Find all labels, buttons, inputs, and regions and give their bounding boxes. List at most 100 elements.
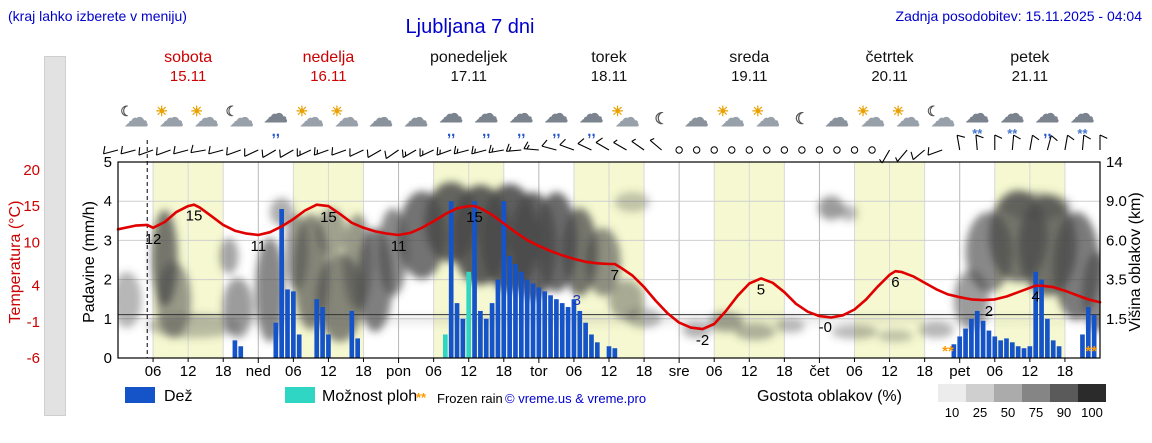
wind-barb — [506, 149, 522, 152]
calm-wind-icon — [780, 146, 789, 154]
temp-point-label: 5 — [757, 281, 765, 298]
cloud-height-tick-label: 14 — [1106, 154, 1123, 171]
temperature-curve — [116, 203, 1102, 331]
day-name: petek — [1010, 49, 1050, 66]
shower-bar — [466, 271, 472, 358]
precip-bar — [565, 307, 571, 358]
rain-cloud-icon: ,, — [272, 123, 280, 140]
wind-barb-tick — [910, 151, 914, 160]
day-date: 17.11 — [450, 68, 487, 85]
wind-barb — [297, 149, 312, 157]
snow-cloud-icon: ☁ — [1070, 101, 1094, 128]
snow-cloud-icon: ** — [1007, 126, 1018, 141]
precip-bar — [1004, 338, 1009, 358]
precip-bar — [349, 310, 355, 358]
wind-barb — [1029, 135, 1034, 151]
precip-bar — [296, 334, 302, 358]
precip-bar — [1050, 340, 1056, 358]
wind-barb-tick — [384, 150, 387, 159]
temp-point-label: 7 — [611, 267, 619, 284]
wind-barb — [349, 149, 364, 157]
sun-cloud-icon: ☀ — [190, 103, 203, 119]
wind-barb — [402, 149, 417, 158]
wind-barb — [173, 149, 189, 155]
day-name: nedelja — [302, 49, 355, 66]
cloud-density-scalebar — [938, 384, 1106, 402]
day-abbrev-label: ned — [246, 363, 271, 380]
precip-bar — [238, 346, 244, 358]
precip-amount-label: 3 — [573, 292, 581, 309]
wind-barb — [436, 149, 452, 156]
wind-barb-tick — [1050, 135, 1058, 142]
wind-barb-tick — [1099, 134, 1108, 139]
wind-barb-tick — [313, 147, 316, 156]
precip-bar — [460, 318, 466, 358]
wind-barb — [156, 149, 171, 156]
temp-point-label: -0 — [819, 319, 832, 336]
day-header-ponedeljek: ponedeljek 17.11 — [399, 48, 539, 87]
temp-tick-label: 4 — [32, 278, 40, 295]
precip-bar — [998, 340, 1003, 358]
cloud-height-tick-label: 1.5 — [1106, 311, 1127, 328]
copyright-link[interactable]: © vreme.us & vreme.pro — [505, 391, 647, 406]
precip-bar — [1056, 346, 1062, 358]
cloud-density-scale-segment — [1050, 384, 1078, 402]
x-tick-label: 06 — [846, 363, 863, 380]
snow-cloud-icon: ☁ — [965, 101, 989, 128]
wind-barb-tick — [226, 147, 228, 156]
cloud-blob — [1000, 192, 1071, 220]
cloud-density-legend-label: Gostota oblakov (%) — [757, 388, 902, 405]
wind-barb-tick — [595, 137, 603, 143]
moon-cloud-icon: ☁ — [230, 105, 254, 132]
day-date: 20.11 — [871, 68, 908, 85]
cloud-blob — [255, 238, 285, 342]
wind-barb — [613, 142, 627, 151]
wind-barb-tick — [649, 137, 655, 141]
x-tick-label: 06 — [145, 363, 162, 380]
calm-wind-icon — [675, 146, 683, 154]
precip-bar — [963, 328, 968, 358]
precip-bar — [472, 201, 477, 358]
frozen-rain-legend-label: Frozen rain — [437, 391, 503, 406]
temp-point-label: -2 — [696, 332, 709, 349]
calm-wind-icon — [763, 146, 771, 154]
wind-barb-tick — [505, 143, 510, 152]
precip-bar — [986, 330, 992, 358]
wind-barb-tick — [613, 139, 618, 143]
precip-bar — [992, 336, 998, 358]
rain-legend-label: Dež — [164, 388, 193, 405]
rain-cloud-icon: ,, — [447, 123, 455, 140]
precip-bar — [612, 348, 618, 358]
sun-cloud-icon: ☀ — [296, 103, 309, 119]
precip-bar — [1039, 279, 1044, 358]
calm-wind-icon — [710, 146, 718, 154]
wind-barb-row — [102, 134, 1108, 164]
day-abbrev-label: pet — [949, 363, 971, 380]
precip-bar — [1009, 342, 1015, 358]
precip-bar — [554, 299, 559, 358]
cloud-blob — [839, 205, 858, 221]
precip-bar — [291, 291, 296, 358]
cloud-blob — [734, 324, 776, 340]
rain-cloud-icon: ,, — [517, 123, 525, 140]
precip-bar — [589, 334, 594, 358]
moon-cloud-icon: ☾ — [225, 103, 238, 119]
snow-cloud-icon: ☁ — [1000, 101, 1024, 128]
x-tick-label: 06 — [706, 363, 723, 380]
moon-icon: ☾ — [654, 111, 668, 128]
precip-bar — [501, 201, 507, 358]
day-abbrev-label: sre — [669, 363, 690, 380]
temp-point-label: 4 — [1032, 289, 1040, 306]
precip-bar — [448, 201, 454, 358]
precip-bar — [524, 279, 530, 358]
wind-barb — [367, 149, 382, 158]
wind-barb-tick — [559, 138, 566, 146]
wind-barb-tick — [526, 144, 530, 150]
wind-barb — [975, 135, 978, 151]
precip-tick-label: 4 — [104, 193, 112, 210]
precip-bar — [273, 322, 279, 358]
temp-point-label: 6 — [891, 274, 899, 291]
wind-barb-tick — [138, 147, 141, 156]
rain-cloud-icon: ☁ — [439, 101, 463, 128]
wind-barb — [577, 143, 592, 151]
